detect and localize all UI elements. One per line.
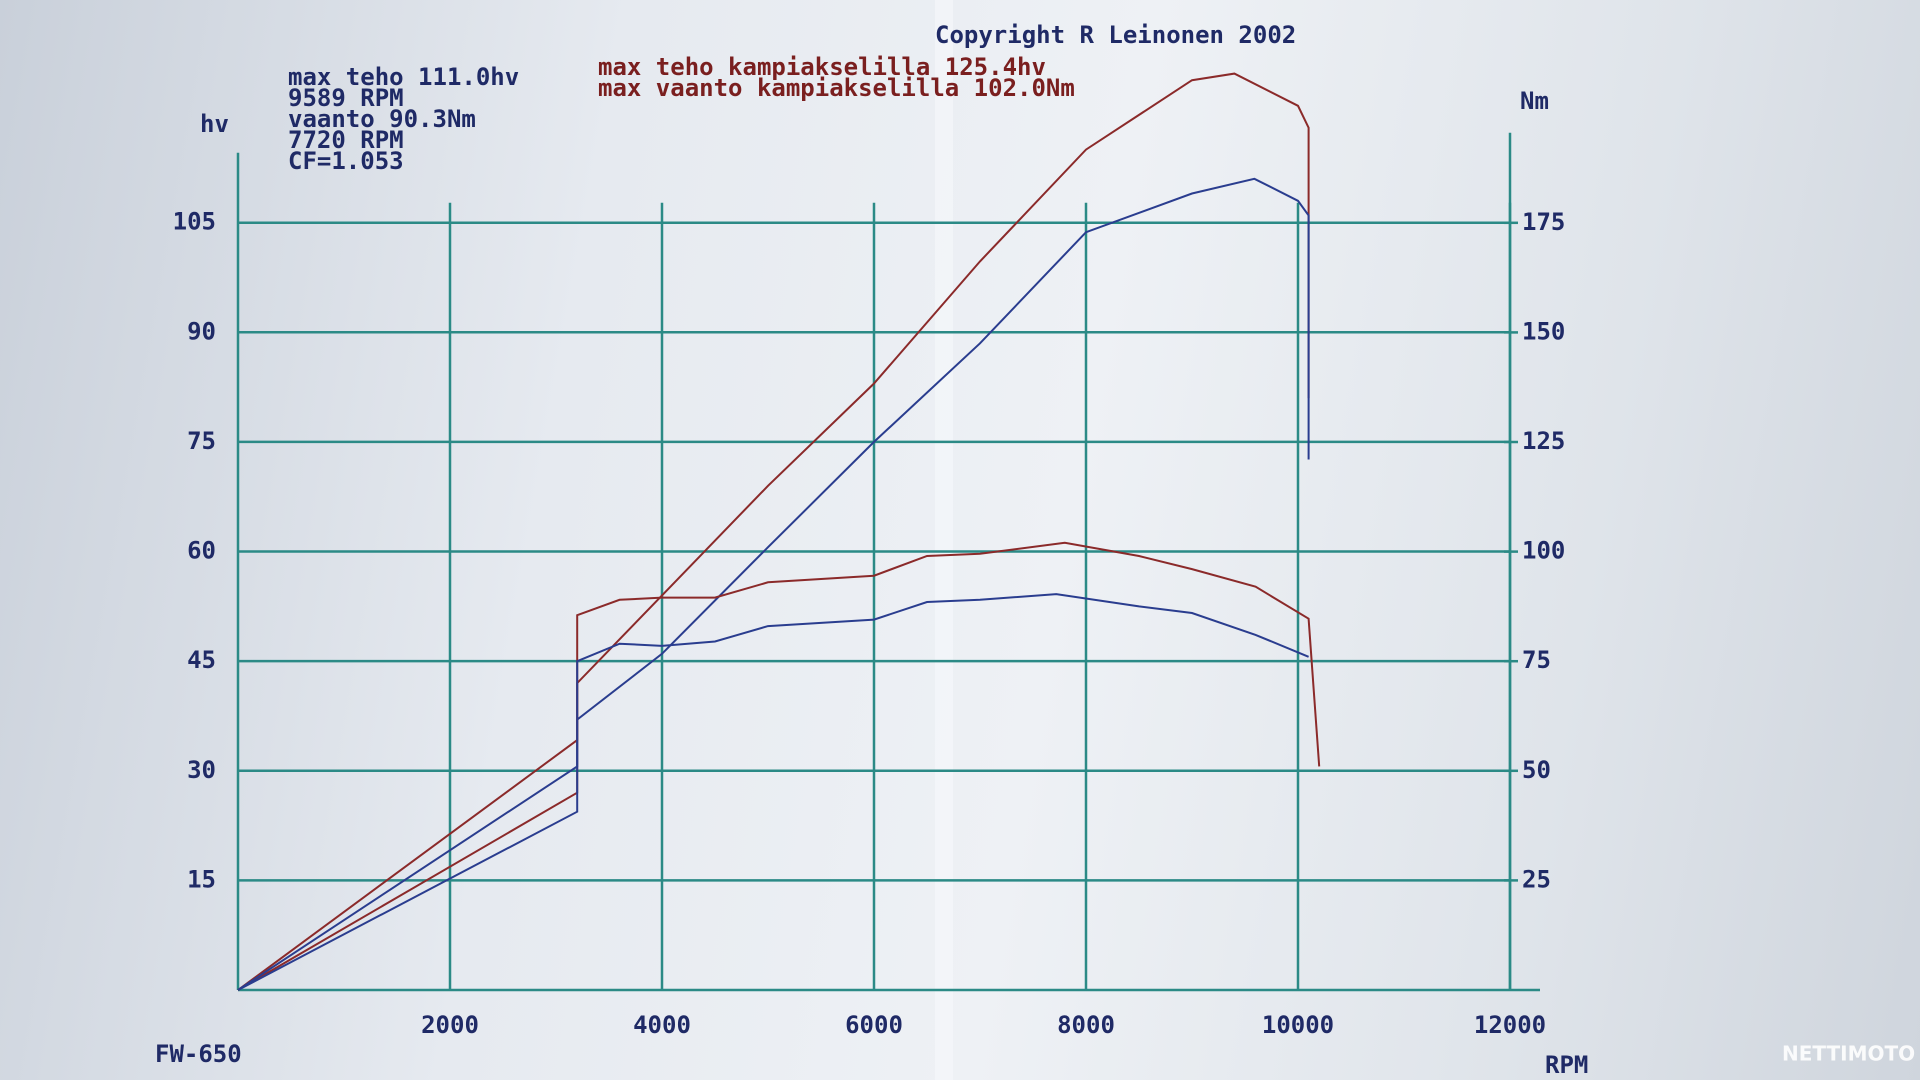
y2-axis-label: Nm bbox=[1520, 87, 1549, 115]
y-tick-label: 60 bbox=[187, 537, 216, 565]
x-tick-label: 2000 bbox=[421, 1011, 479, 1039]
power-curve bbox=[237, 72, 1310, 991]
watermark: NETTIMOTO bbox=[1782, 1042, 1915, 1066]
y2-tick-label: 175 bbox=[1522, 208, 1565, 236]
x-tick-label: 8000 bbox=[1057, 1011, 1115, 1039]
annotation: 9589 RPM bbox=[288, 84, 404, 112]
x-tick-label: 10000 bbox=[1262, 1011, 1334, 1039]
y-tick-label: 15 bbox=[187, 865, 216, 893]
y2-tick-label: 25 bbox=[1522, 865, 1551, 893]
annotation: max teho 111.0hv bbox=[288, 63, 519, 91]
annotation: CF=1.053 bbox=[288, 147, 404, 175]
y2-tick-label: 100 bbox=[1522, 537, 1565, 565]
y-tick-label: 30 bbox=[187, 756, 216, 784]
annotation: max vaanto kampiakselilla 102.0Nm bbox=[598, 74, 1075, 102]
y-tick-label: 90 bbox=[187, 317, 216, 345]
x-tick-label: 12000 bbox=[1474, 1011, 1546, 1039]
x-tick-label: 4000 bbox=[633, 1011, 691, 1039]
power-curve bbox=[237, 593, 1309, 991]
y-tick-label: 45 bbox=[187, 646, 216, 674]
y-tick-label: 105 bbox=[173, 208, 216, 236]
chart-title: Copyright R Leinonen 2002 bbox=[935, 21, 1296, 49]
y-axis-label: hv bbox=[200, 110, 229, 138]
power-curve bbox=[237, 541, 1321, 991]
y2-tick-label: 125 bbox=[1522, 427, 1565, 455]
annotation: vaanto 90.3Nm bbox=[288, 105, 476, 133]
y2-tick-label: 75 bbox=[1522, 646, 1551, 674]
footer: FW-650 bbox=[155, 1040, 242, 1068]
x-tick-label: 6000 bbox=[845, 1011, 903, 1039]
annotation: max teho kampiakselilla 125.4hv bbox=[598, 53, 1046, 81]
annotation: 7720 RPM bbox=[288, 126, 404, 154]
paper-fold bbox=[935, 0, 953, 1080]
x-axis-label: RPM bbox=[1545, 1051, 1588, 1079]
y-tick-label: 75 bbox=[187, 427, 216, 455]
y2-tick-label: 50 bbox=[1522, 756, 1551, 784]
y2-tick-label: 150 bbox=[1522, 317, 1565, 345]
power-curve bbox=[237, 177, 1310, 991]
